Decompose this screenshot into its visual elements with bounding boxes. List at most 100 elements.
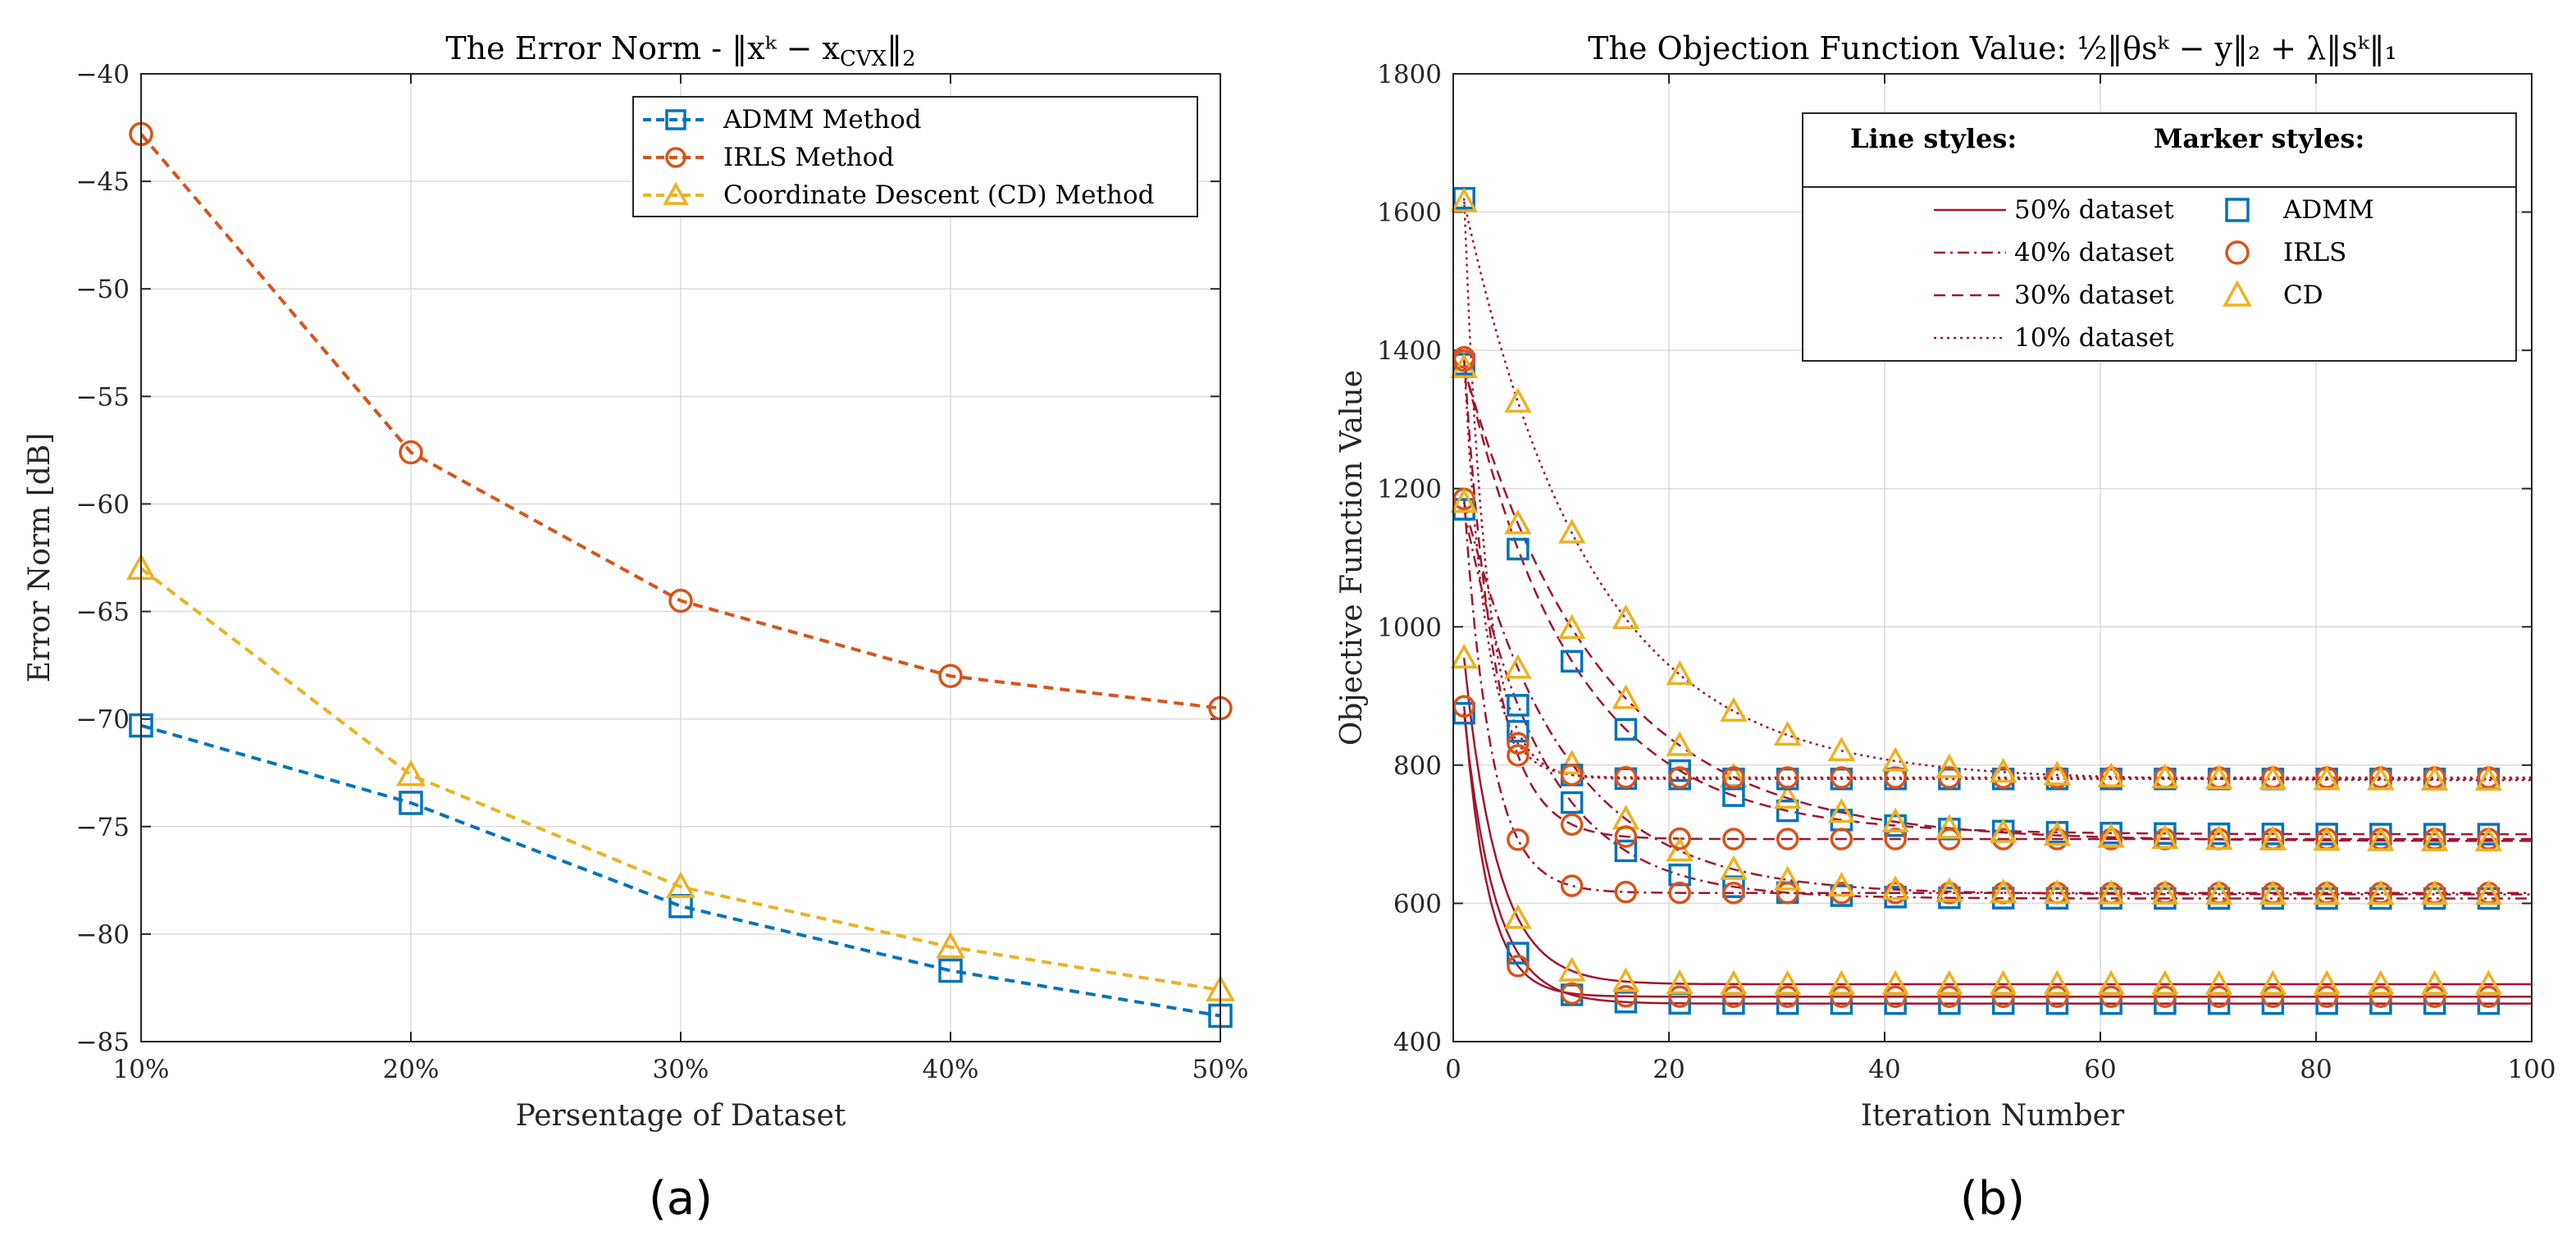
x-tick-label: 20 xyxy=(1653,1055,1685,1084)
data-point-cd xyxy=(1612,967,1640,992)
chart-a: 10% 20% 30% 40% 50% −40 −45 −50 −55 −60 −65 −70 −75… xyxy=(23,30,1248,1225)
y-tick-label: 800 xyxy=(1393,751,1442,781)
data-point-cd xyxy=(2420,880,2449,905)
chart-a-y-ticks: −40 −45 −50 −55 −60 −65 −70 −75 −80 −85 xyxy=(76,60,1220,1057)
data-point-cd xyxy=(2313,879,2341,905)
data-point-irls xyxy=(1452,349,1475,372)
data-point-cd xyxy=(2259,969,2287,995)
data-point-cd xyxy=(1989,818,2017,843)
data-point-irls xyxy=(1507,744,1530,767)
data-point-irls xyxy=(1884,985,1907,1008)
legend-marker-square xyxy=(2225,198,2250,222)
data-point-circle xyxy=(938,664,963,688)
curve-irls xyxy=(1462,360,2532,779)
data-point-cd xyxy=(1827,871,1856,897)
chart-a-y-axis-label: Error Norm [dB] xyxy=(23,433,57,683)
data-point-circle xyxy=(399,440,423,465)
curve-irls xyxy=(1462,357,2532,841)
y-tick-label: 600 xyxy=(1393,889,1442,919)
data-point-cd xyxy=(1504,509,1532,535)
chart-a-legend-box xyxy=(632,96,1198,217)
data-point-irls xyxy=(1614,765,1638,789)
data-point-cd xyxy=(1989,757,2017,783)
data-point-admm xyxy=(2154,822,2177,846)
data-point-cd xyxy=(2204,969,2233,995)
data-point-cd xyxy=(1773,720,1802,746)
data-point-cd xyxy=(1504,387,1532,413)
data-point-cd xyxy=(2367,826,2395,851)
data-point-cd xyxy=(1504,904,1532,929)
data-point-square xyxy=(938,958,963,983)
data-point-irls xyxy=(1884,882,1907,905)
data-point-irls xyxy=(1614,825,1638,848)
chart-a-x-axis-label: Persentage of Dataset xyxy=(516,1099,846,1133)
data-point-triangle xyxy=(936,932,965,959)
curve-admm xyxy=(1462,198,2532,780)
y-tick-label: −50 xyxy=(76,275,130,304)
data-point-irls xyxy=(2369,985,2392,1008)
data-point-cd xyxy=(1666,731,1694,756)
data-point-cd xyxy=(1989,969,2017,995)
data-point-irls xyxy=(1830,985,1853,1008)
data-point-cd xyxy=(1935,814,1963,839)
data-point-irls xyxy=(2154,985,2177,1008)
data-point-cd xyxy=(1720,969,1748,995)
data-point-admm xyxy=(1507,694,1530,717)
data-point-admm xyxy=(1668,863,1691,887)
data-point-irls xyxy=(1452,695,1475,718)
data-point-cd xyxy=(1557,518,1586,544)
data-point-irls xyxy=(1507,732,1530,755)
data-point-cd xyxy=(2151,764,2179,789)
data-point-cd xyxy=(2474,826,2503,852)
x-tick-label: 10% xyxy=(113,1055,170,1084)
data-point-irls xyxy=(1614,880,1638,904)
x-tick-label: 40 xyxy=(1868,1055,1900,1084)
legend-marker-label: ADMM xyxy=(2282,195,2374,225)
legend-label: IRLS Method xyxy=(723,143,894,172)
legend-line-label: 50% dataset xyxy=(2014,195,2174,225)
data-point-irls xyxy=(2261,985,2285,1008)
data-point-cd xyxy=(2097,879,2125,905)
series-line-circle xyxy=(139,133,1221,710)
legend-marker-triangle xyxy=(2223,280,2252,307)
y-tick-label: −65 xyxy=(76,598,130,627)
data-point-irls xyxy=(2045,766,2069,789)
data-point-cd xyxy=(2474,880,2503,905)
data-point-cd xyxy=(2259,825,2287,851)
data-point-irls xyxy=(2423,985,2446,1008)
data-point-cd xyxy=(1935,969,1963,995)
data-point-admm xyxy=(1614,991,1638,1014)
data-point-cd xyxy=(2367,880,2395,905)
curve-irls xyxy=(1462,706,2532,998)
data-point-irls xyxy=(1830,766,1853,789)
data-point-irls xyxy=(1938,828,1961,851)
data-point-cd xyxy=(1827,969,1856,995)
data-point-irls xyxy=(2100,828,2122,851)
y-tick-label: 400 xyxy=(1393,1028,1442,1057)
chart-a-title: The Error Norm - ‖xᵏ − xCVX‖2 xyxy=(445,30,915,71)
data-point-cd xyxy=(1935,877,1963,902)
legend-line-label: 40% dataset xyxy=(2014,238,2174,267)
data-point-cd xyxy=(2420,826,2449,851)
data-point-cd xyxy=(2259,764,2287,790)
data-point-cd xyxy=(1666,660,1694,686)
data-point-cd xyxy=(1557,956,1586,982)
data-point-cd xyxy=(2151,879,2179,905)
data-point-irls xyxy=(1884,828,1907,851)
legend-line-label: 10% dataset xyxy=(2014,323,2174,353)
data-point-cd xyxy=(1450,643,1478,669)
legend-marker-circle xyxy=(665,147,686,168)
data-point-irls xyxy=(1776,828,1799,851)
legend-marker-square xyxy=(665,109,686,130)
legend-label: ADMM Method xyxy=(723,105,922,135)
curve-admm xyxy=(1462,509,2532,900)
data-point-cd xyxy=(1450,187,1478,212)
legend-marker-circle xyxy=(2225,240,2250,265)
data-point-cd xyxy=(1881,875,1909,901)
data-point-cd xyxy=(1450,488,1478,513)
data-point-admm xyxy=(1507,537,1530,561)
y-tick-label: −85 xyxy=(76,1028,130,1057)
data-point-admm xyxy=(1507,719,1530,743)
x-tick-label: 60 xyxy=(2084,1055,2116,1084)
